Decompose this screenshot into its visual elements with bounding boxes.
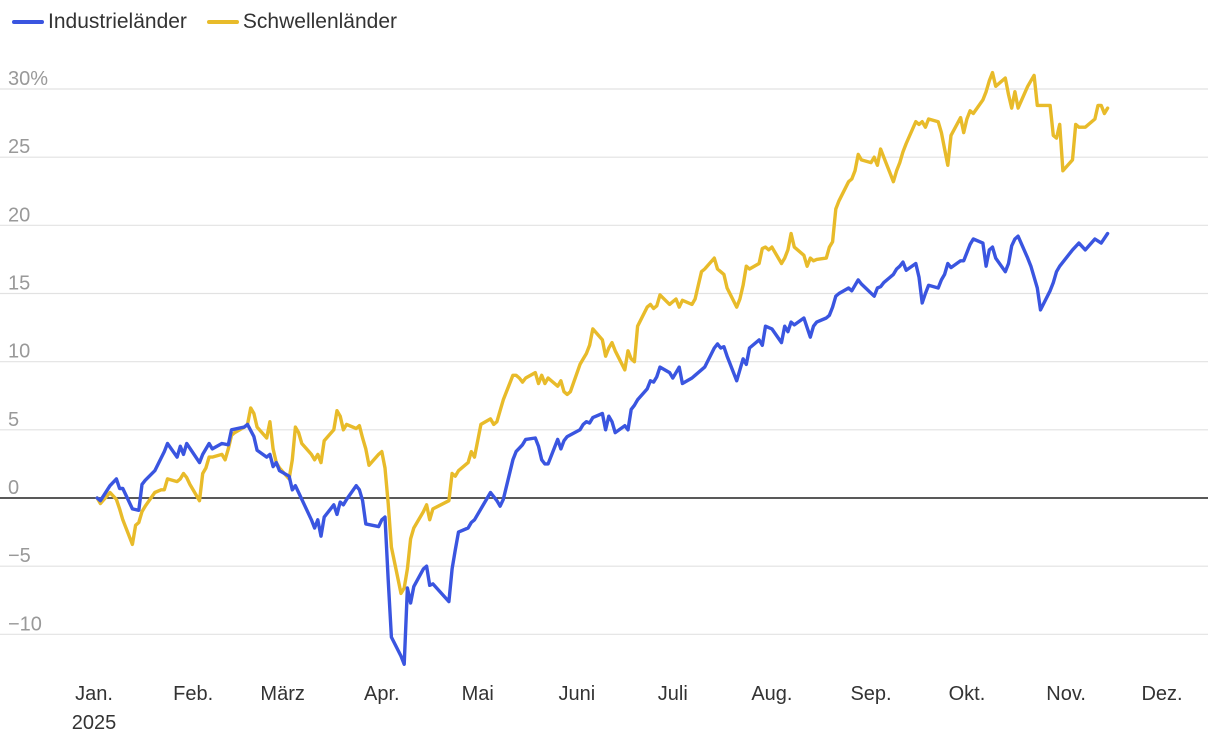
x-tick-label-0: Jan.: [75, 683, 113, 705]
x-tick-label-10: Nov.: [1046, 683, 1086, 705]
x-tick-label-7: Aug.: [751, 683, 792, 705]
x-tick-label-11: Dez.: [1141, 683, 1182, 705]
series-lines: [95, 70, 1110, 666]
x-tick-label-3: Apr.: [364, 683, 400, 705]
x-tick-label-5: Juni: [558, 683, 595, 705]
x-tick-label-1: Feb.: [173, 683, 213, 705]
y-tick-label-5: 5: [8, 409, 19, 431]
y-tick-label-8: −10: [8, 613, 42, 635]
x-tick-label-8: Sep.: [850, 683, 891, 705]
y-tick-label-3: 15: [8, 273, 30, 295]
series-line-0[interactable]: [95, 231, 1110, 666]
legend: Industrieländer Schwellenländer: [12, 10, 417, 34]
y-tick-label-0: 30%: [8, 68, 48, 90]
x-axis: Jan. 2025 Feb. März Apr. Mai Juni Juli Aug. Sep. O…: [72, 683, 1183, 734]
legend-label-industrielaender: Industrieländer: [48, 10, 187, 33]
legend-label-schwellenlaender: Schwellenländer: [242, 10, 398, 33]
x-tick-label-4: Mai: [462, 683, 494, 705]
x-tick-sublabel-0: 2025: [72, 712, 117, 734]
y-tick-label-6: 0: [8, 477, 19, 499]
legend-swatch-schwellenlaender: [206, 20, 239, 24]
series-line-1[interactable]: [95, 70, 1110, 596]
y-axis: 30% 25 20 15 10 5 0 −5 −10: [8, 68, 48, 635]
legend-item-industrielaender[interactable]: Industrieländer: [12, 10, 187, 34]
y-tick-label-2: 20: [8, 204, 30, 226]
x-tick-label-9: Okt.: [949, 683, 986, 705]
y-tick-label-1: 25: [8, 136, 30, 158]
x-tick-label-6: Juli: [658, 683, 688, 705]
grid-lines: [0, 88, 1208, 635]
legend-item-schwellenlaender[interactable]: Schwellenländer: [206, 10, 398, 34]
y-tick-label-4: 10: [8, 341, 30, 363]
y-tick-label-7: −5: [8, 545, 31, 567]
legend-swatch-industrielaender: [12, 20, 44, 24]
x-tick-label-2: März: [260, 683, 304, 705]
